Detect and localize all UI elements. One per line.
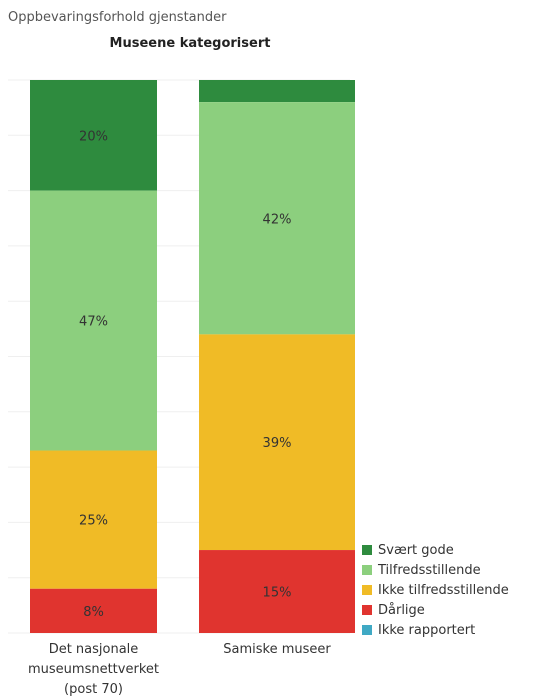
chart-title: Museene kategorisert: [109, 36, 271, 51]
legend-label: Svært gode: [378, 542, 454, 558]
data-label: 42%: [263, 212, 292, 227]
category-label: Samiske museer: [223, 642, 331, 657]
legend-label: Tilfredsstillende: [378, 562, 481, 578]
bar-segment: [199, 550, 355, 633]
category-label: museumsnettverket: [28, 662, 159, 677]
legend-item: Dårlige: [362, 600, 509, 620]
legend-swatch: [362, 605, 372, 615]
data-label: 25%: [79, 514, 108, 529]
category-label: Det nasjonale: [49, 642, 139, 657]
legend-swatch: [362, 565, 372, 575]
bar-segment: [30, 190, 157, 451]
legend-swatch: [362, 585, 372, 595]
legend-label: Dårlige: [378, 602, 425, 618]
bar-segment: [30, 450, 157, 589]
bar-segment: [199, 80, 355, 103]
bar-segment: [30, 80, 157, 191]
data-label: 8%: [83, 605, 104, 620]
data-label: 20%: [79, 129, 108, 144]
page-title: Oppbevaringsforhold gjenstander: [8, 10, 227, 25]
legend-swatch: [362, 625, 372, 635]
data-label: 15%: [263, 586, 292, 601]
legend-item: Tilfredsstillende: [362, 560, 509, 580]
data-label: 39%: [263, 436, 292, 451]
legend-swatch: [362, 545, 372, 555]
bar-segment: [30, 588, 157, 633]
legend-label: Ikke rapportert: [378, 622, 476, 638]
legend-item: Svært gode: [362, 540, 509, 560]
legend-item: Ikke tilfredsstillende: [362, 580, 509, 600]
legend-item: Ikke rapportert: [362, 620, 509, 640]
category-label: (post 70): [64, 682, 123, 697]
bar-segment: [199, 334, 355, 551]
bar-segment: [199, 102, 355, 335]
legend-label: Ikke tilfredsstillende: [378, 582, 509, 598]
legend: Svært gode Tilfredsstillende Ikke tilfreds…: [362, 540, 509, 640]
data-label: 47%: [79, 315, 108, 330]
